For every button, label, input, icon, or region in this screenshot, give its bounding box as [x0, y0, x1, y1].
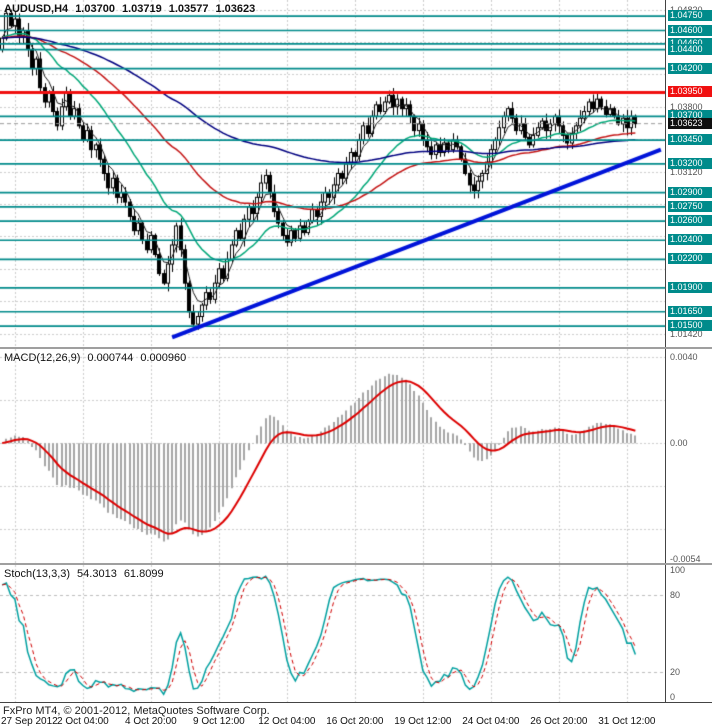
price-level-badge: 1.04400 — [668, 43, 712, 55]
price-level-badge: 1.04200 — [668, 62, 712, 74]
price-level-badge: 1.03200 — [668, 157, 712, 169]
high-value: 1.03719 — [121, 3, 162, 15]
price-level-badge: 1.02600 — [668, 215, 712, 227]
macd-axis-label: 0.00 — [670, 438, 688, 449]
price-level-badge: 1.02200 — [668, 253, 712, 265]
stochastic-canvas[interactable] — [0, 565, 665, 702]
current-price-badge: 1.03623 — [668, 117, 712, 129]
price-grid-label: 1.03800 — [670, 101, 703, 112]
price-level-badge: 1.03450 — [668, 134, 712, 146]
macd-canvas[interactable] — [0, 349, 665, 563]
resistance-level-badge: 1.03950 — [668, 86, 712, 98]
macd-axis-label: 0.0040 — [670, 352, 698, 363]
price-grid-label: 1.04820 — [670, 5, 703, 15]
price-level-badge: 1.02750 — [668, 200, 712, 212]
stoch-main-value: 54.3013 — [77, 568, 117, 580]
price-level-badge: 1.02900 — [668, 186, 712, 198]
price-axis[interactable]: 1.04820 1.03800 1.03120 1.01420 1.04750 1.046… — [665, 0, 712, 702]
chart-header: AUDUSD,H4 1.03700 1.03719 1.03577 1.0362… — [4, 3, 255, 15]
date-label: 27 Sep 2012 — [1, 716, 58, 727]
date-label: 12 Oct 04:00 — [258, 716, 316, 727]
low-value: 1.03577 — [168, 3, 209, 15]
stoch-indicator-label: Stoch(13,3,3) — [4, 568, 71, 580]
stoch-signal-value: 61.8099 — [123, 568, 164, 580]
date-label: 19 Oct 12:00 — [394, 716, 452, 727]
panel-separator-stochastic[interactable] — [0, 563, 712, 565]
date-label: 4 Oct 20:00 — [125, 716, 177, 727]
price-level-badge: 1.02400 — [668, 234, 712, 246]
stoch-axis-label: 0 — [670, 692, 676, 702]
panel-separator-macd[interactable] — [0, 347, 712, 349]
date-label: 24 Oct 04:00 — [462, 716, 520, 727]
date-label: 31 Oct 12:00 — [598, 716, 656, 727]
macd-indicator-label: MACD(12,26,9) — [4, 352, 81, 364]
date-label: 9 Oct 12:00 — [193, 716, 245, 727]
time-axis[interactable]: FxPro MT4, © 2001-2012, MetaQuotes Softw… — [0, 702, 712, 727]
price-level-badge: 1.04600 — [668, 24, 712, 36]
date-label: 26 Oct 20:00 — [530, 716, 588, 727]
date-label: 16 Oct 20:00 — [326, 716, 384, 727]
open-value: 1.03700 — [75, 3, 115, 15]
price-grid-label: 1.03120 — [670, 166, 703, 177]
date-label: 2 Oct 04:00 — [57, 716, 109, 727]
copyright: FxPro MT4, © 2001-2012, MetaQuotes Softw… — [3, 705, 270, 717]
price-level-badge: 1.04460 — [668, 37, 712, 49]
price-level-badge: 1.01500 — [668, 320, 712, 332]
macd-header: MACD(12,26,9) 0.000744 0.000960 — [4, 352, 186, 364]
stochastic-header: Stoch(13,3,3) 54.3013 61.8099 — [4, 568, 164, 580]
price-level-badge: 1.01900 — [668, 281, 712, 293]
price-level-badge: 1.04750 — [668, 10, 712, 22]
main-chart-canvas[interactable] — [0, 0, 665, 347]
stoch-axis-label: 80 — [670, 590, 681, 601]
stoch-axis-label: 20 — [670, 666, 681, 677]
stoch-axis-label: 100 — [670, 565, 686, 575]
macd-main-value: 0.000744 — [87, 352, 134, 364]
macd-signal-value: 0.000960 — [140, 352, 187, 364]
symbol-timeframe-label: AUDUSD,H4 — [4, 3, 69, 15]
close-value: 1.03623 — [215, 3, 256, 15]
price-grid-label: 1.01420 — [670, 328, 703, 339]
price-level-badge: 1.03700 — [668, 110, 712, 122]
price-level-badge: 1.01650 — [668, 305, 712, 317]
macd-axis-label: -0.0054 — [670, 554, 701, 564]
